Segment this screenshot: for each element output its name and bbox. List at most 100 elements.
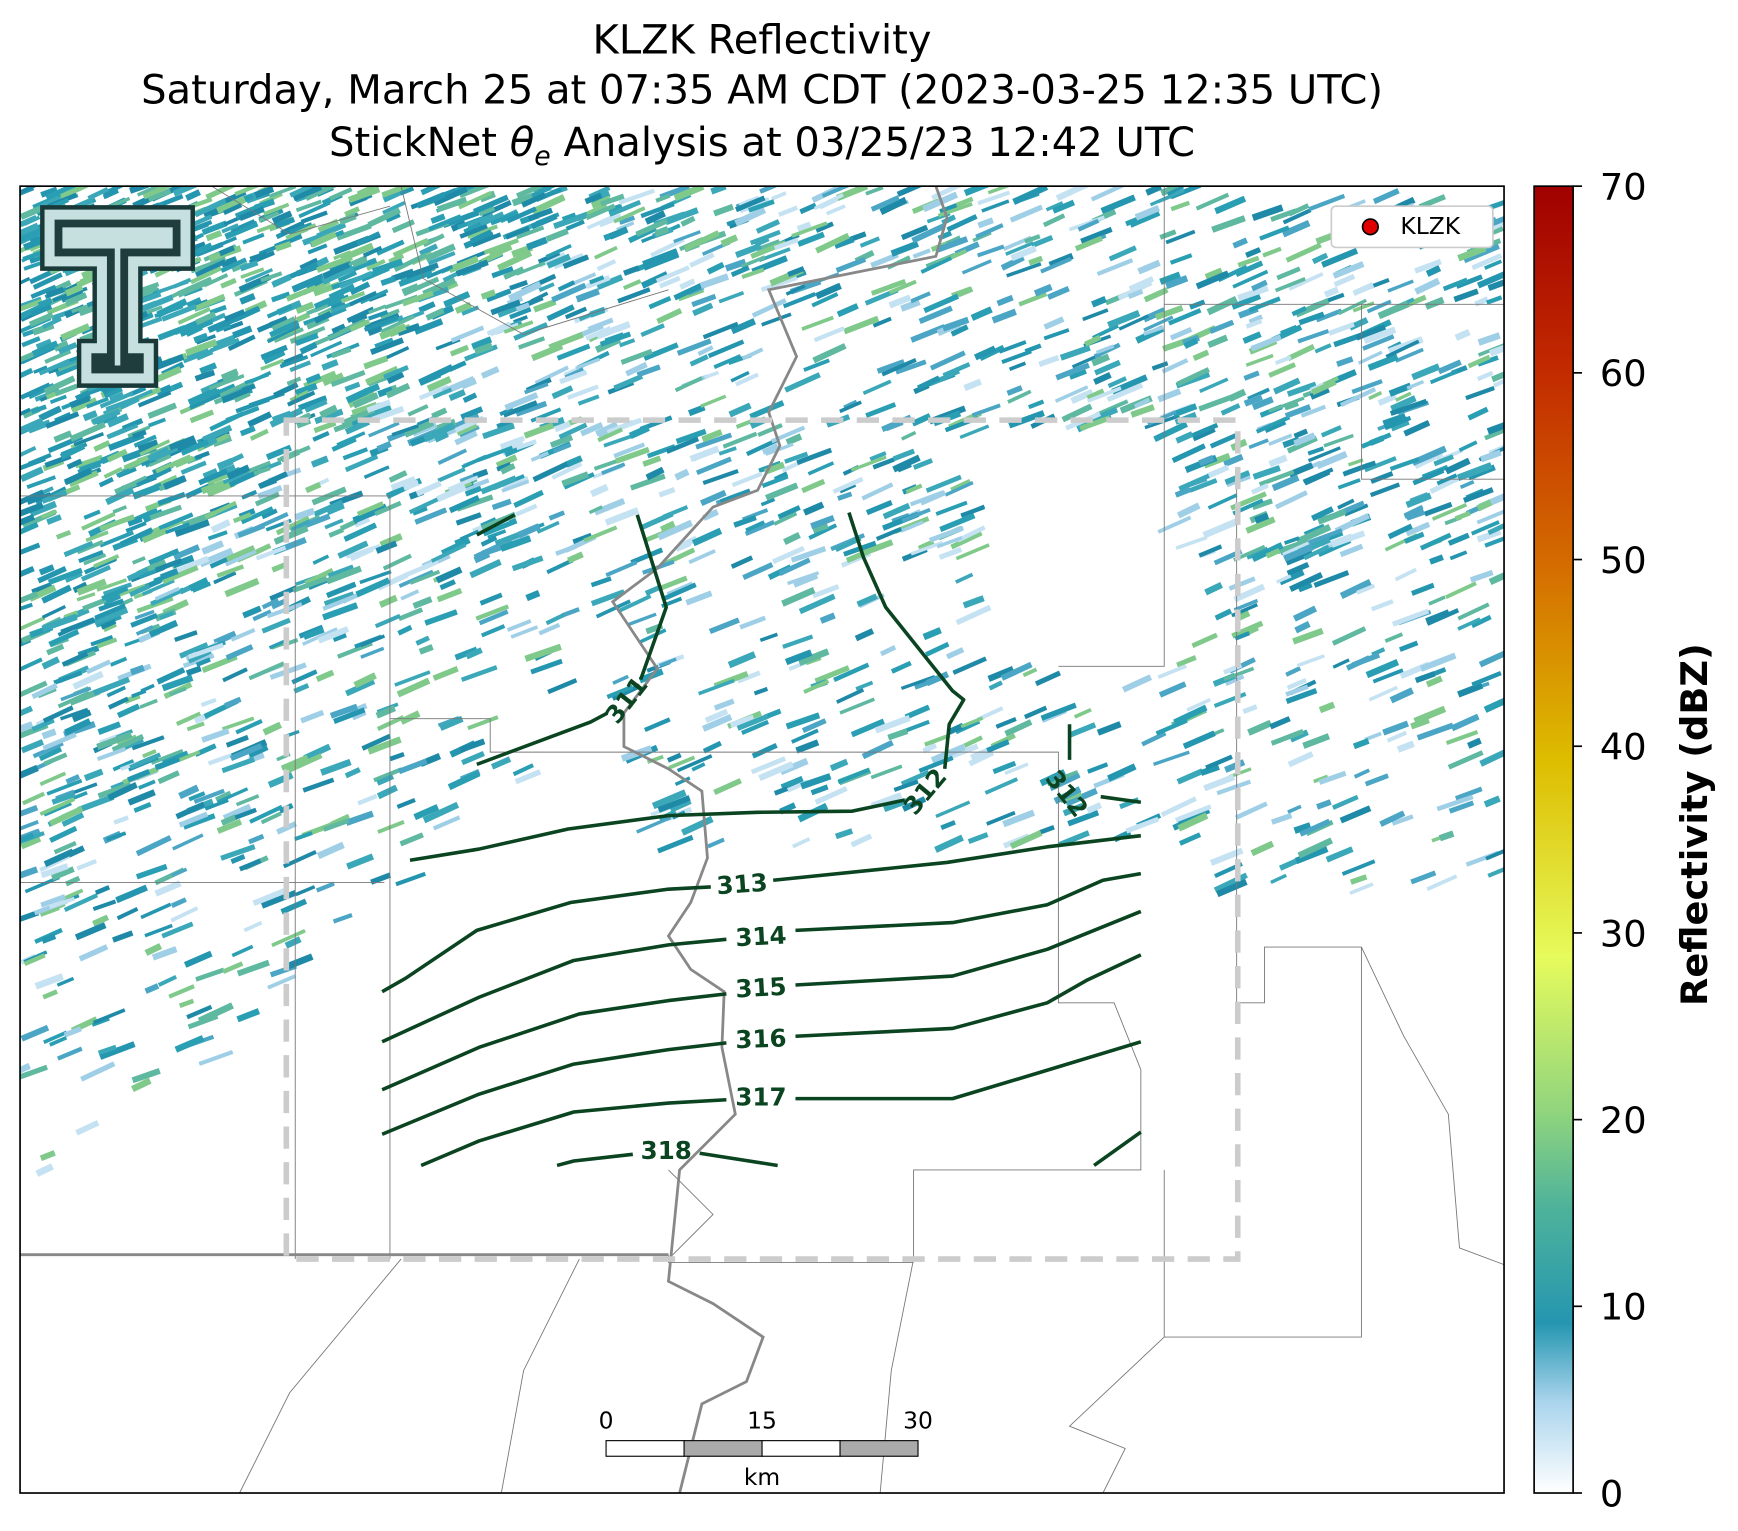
radar-echo <box>1255 415 1291 434</box>
contour-line <box>1067 724 1142 805</box>
radar-echo <box>563 367 578 377</box>
radar-echo <box>301 627 338 646</box>
radar-echo <box>20 764 39 779</box>
radar-echo <box>1245 318 1263 329</box>
radar-echo <box>1027 399 1045 410</box>
radar-echo <box>749 400 785 420</box>
colorbar-tick-label: 70 <box>1600 166 1647 209</box>
radar-echo <box>78 550 104 564</box>
radar-echo <box>179 750 201 762</box>
radar-echo <box>791 837 811 849</box>
radar-echo <box>870 252 899 268</box>
radar-echo <box>158 512 194 531</box>
analysis-domain <box>283 417 1241 1262</box>
radar-echo <box>201 220 228 236</box>
radar-echo <box>116 906 139 921</box>
radar-echo <box>363 355 389 370</box>
radar-echo <box>352 392 379 409</box>
radar-echo <box>515 302 530 312</box>
radar-echo <box>590 589 626 607</box>
radar-echo <box>1096 258 1134 277</box>
radar-echo <box>734 195 766 213</box>
radar-echo <box>123 453 153 471</box>
radar-echo <box>240 267 265 279</box>
radar-echo <box>608 226 629 240</box>
radar-echo <box>53 430 73 443</box>
radar-echo <box>41 605 67 619</box>
radar-echo <box>216 196 247 214</box>
radar-echo <box>315 881 335 893</box>
radar-echo <box>585 275 611 289</box>
radar-echo <box>925 671 950 687</box>
radar-echo <box>435 566 463 584</box>
radar-echo <box>1045 201 1064 212</box>
radar-echo <box>524 382 549 395</box>
radar-echo <box>1082 308 1109 322</box>
radar-echo <box>285 753 323 774</box>
radar-echo <box>412 596 433 609</box>
radar-echo <box>850 455 887 472</box>
radar-echo <box>807 461 835 476</box>
radar-echo <box>313 311 333 324</box>
radar-echo <box>380 275 396 287</box>
radar-echo <box>791 728 819 744</box>
radar-echo <box>761 312 792 327</box>
radar-echo <box>782 634 814 649</box>
radar-echo <box>239 260 259 272</box>
radar-echo <box>210 519 231 534</box>
radar-echo <box>20 602 33 611</box>
radar-echo <box>1410 717 1430 730</box>
radar-echo <box>588 505 603 515</box>
radar-echo <box>832 476 864 494</box>
radar-echo <box>1363 326 1397 345</box>
title-line-3: StickNet θe Analysis at 03/25/23 12:42 U… <box>329 120 1195 172</box>
radar-echo <box>896 186 924 197</box>
title-symbol: θ <box>510 120 535 166</box>
radar-echo <box>577 394 600 406</box>
radar-echo <box>135 863 168 880</box>
radar-echo <box>1347 458 1364 467</box>
radar-echo <box>224 547 257 567</box>
radar-echo <box>378 594 398 608</box>
radar-echo <box>613 374 644 391</box>
radar-echo <box>30 404 47 414</box>
radar-echo <box>20 832 35 844</box>
radar-echo <box>260 890 297 909</box>
radar-echo <box>433 186 468 206</box>
radar-echo <box>137 439 159 452</box>
radar-echo <box>20 565 35 578</box>
radar-echo <box>650 237 685 258</box>
radar-echo <box>622 279 642 291</box>
radar-echo <box>367 376 388 387</box>
radar-echo <box>713 203 735 217</box>
radar-echo <box>525 590 541 602</box>
radar-echo <box>1458 440 1478 452</box>
radar-echo <box>613 206 646 224</box>
radar-echo <box>461 305 480 316</box>
radar-echo <box>988 680 1003 691</box>
radar-echo <box>546 253 571 269</box>
radar-echo <box>673 282 704 301</box>
radar-echo <box>761 474 789 489</box>
radar-echo <box>20 205 43 220</box>
radar-echo <box>363 383 381 395</box>
radar-echo <box>133 801 152 813</box>
radar-echo <box>26 475 57 490</box>
radar-echo <box>422 277 457 297</box>
radar-echo <box>1477 355 1499 367</box>
radar-echo <box>432 387 453 399</box>
radar-echo <box>55 530 72 540</box>
radar-echo <box>234 305 261 322</box>
radar-echo <box>54 412 72 423</box>
radar-echo <box>784 372 821 393</box>
radar-echo <box>188 577 209 592</box>
radar-echo <box>33 365 48 374</box>
radar-echo <box>131 556 146 565</box>
radar-echo <box>1198 454 1215 467</box>
radar-echo <box>186 297 202 308</box>
radar-echo <box>1178 832 1202 846</box>
radar-echo <box>548 510 566 521</box>
radar-echo <box>216 457 234 470</box>
radar-echo <box>354 517 371 528</box>
radar-echo <box>150 587 185 607</box>
